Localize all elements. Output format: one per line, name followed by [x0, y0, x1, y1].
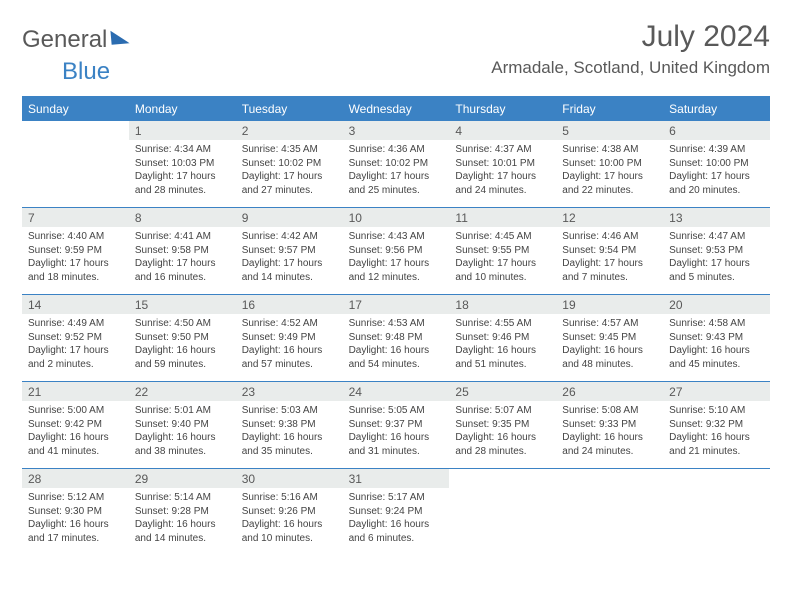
day-header-cell: Sunday [22, 98, 129, 120]
day-content: Sunrise: 4:34 AMSunset: 10:03 PMDaylight… [129, 140, 236, 207]
daynum-row: 78910111213 [22, 207, 770, 227]
day-header-cell: Monday [129, 98, 236, 120]
day-content: Sunrise: 5:17 AMSunset: 9:24 PMDaylight:… [343, 488, 450, 555]
day-number: 18 [449, 294, 556, 314]
day-number: 10 [343, 207, 450, 227]
day-number: 15 [129, 294, 236, 314]
day-number: 23 [236, 381, 343, 401]
day-number: 3 [343, 120, 450, 140]
day-header-row: SundayMondayTuesdayWednesdayThursdayFrid… [22, 98, 770, 120]
page-title: July 2024 [491, 20, 770, 54]
day-number: 17 [343, 294, 450, 314]
daynum-row: 123456 [22, 120, 770, 140]
day-number: 27 [663, 381, 770, 401]
day-content: Sunrise: 5:00 AMSunset: 9:42 PMDaylight:… [22, 401, 129, 468]
day-content: Sunrise: 4:38 AMSunset: 10:00 PMDaylight… [556, 140, 663, 207]
day-content: Sunrise: 4:40 AMSunset: 9:59 PMDaylight:… [22, 227, 129, 294]
logo-text-blue: Blue [62, 58, 110, 85]
day-content: Sunrise: 5:05 AMSunset: 9:37 PMDaylight:… [343, 401, 450, 468]
day-content: Sunrise: 4:41 AMSunset: 9:58 PMDaylight:… [129, 227, 236, 294]
day-content: Sunrise: 5:03 AMSunset: 9:38 PMDaylight:… [236, 401, 343, 468]
day-content: Sunrise: 4:46 AMSunset: 9:54 PMDaylight:… [556, 227, 663, 294]
day-content: Sunrise: 5:16 AMSunset: 9:26 PMDaylight:… [236, 488, 343, 555]
day-content: Sunrise: 4:52 AMSunset: 9:49 PMDaylight:… [236, 314, 343, 381]
content-row: Sunrise: 5:12 AMSunset: 9:30 PMDaylight:… [22, 488, 770, 555]
day-content: Sunrise: 4:35 AMSunset: 10:02 PMDaylight… [236, 140, 343, 207]
day-number: 20 [663, 294, 770, 314]
day-number: 30 [236, 468, 343, 488]
day-number: 4 [449, 120, 556, 140]
day-number: 28 [22, 468, 129, 488]
day-number: 11 [449, 207, 556, 227]
day-number: 16 [236, 294, 343, 314]
day-number: 2 [236, 120, 343, 140]
day-content: Sunrise: 4:43 AMSunset: 9:56 PMDaylight:… [343, 227, 450, 294]
day-number: 31 [343, 468, 450, 488]
day-content [449, 488, 556, 555]
day-number: 9 [236, 207, 343, 227]
day-number: 8 [129, 207, 236, 227]
day-number [22, 120, 129, 140]
day-content: Sunrise: 4:49 AMSunset: 9:52 PMDaylight:… [22, 314, 129, 381]
day-number: 13 [663, 207, 770, 227]
day-number: 7 [22, 207, 129, 227]
logo-text-general: General [22, 26, 107, 54]
logo-mark-icon [111, 29, 130, 45]
day-content: Sunrise: 4:53 AMSunset: 9:48 PMDaylight:… [343, 314, 450, 381]
content-row: Sunrise: 4:34 AMSunset: 10:03 PMDaylight… [22, 140, 770, 207]
day-header-cell: Tuesday [236, 98, 343, 120]
day-content [22, 140, 129, 207]
day-number: 14 [22, 294, 129, 314]
day-content: Sunrise: 5:08 AMSunset: 9:33 PMDaylight:… [556, 401, 663, 468]
logo-second-line: Blue [62, 58, 792, 86]
day-content: Sunrise: 4:36 AMSunset: 10:02 PMDaylight… [343, 140, 450, 207]
day-content: Sunrise: 4:58 AMSunset: 9:43 PMDaylight:… [663, 314, 770, 381]
logo: General [22, 26, 129, 54]
day-content: Sunrise: 4:57 AMSunset: 9:45 PMDaylight:… [556, 314, 663, 381]
daynum-row: 14151617181920 [22, 294, 770, 314]
daynum-row: 28293031 [22, 468, 770, 488]
day-content: Sunrise: 4:45 AMSunset: 9:55 PMDaylight:… [449, 227, 556, 294]
day-number: 22 [129, 381, 236, 401]
day-number: 21 [22, 381, 129, 401]
day-number: 24 [343, 381, 450, 401]
day-number: 25 [449, 381, 556, 401]
day-number: 26 [556, 381, 663, 401]
day-content: Sunrise: 4:50 AMSunset: 9:50 PMDaylight:… [129, 314, 236, 381]
day-number: 5 [556, 120, 663, 140]
day-number: 1 [129, 120, 236, 140]
day-content: Sunrise: 5:07 AMSunset: 9:35 PMDaylight:… [449, 401, 556, 468]
content-row: Sunrise: 5:00 AMSunset: 9:42 PMDaylight:… [22, 401, 770, 468]
content-row: Sunrise: 4:49 AMSunset: 9:52 PMDaylight:… [22, 314, 770, 381]
day-header-cell: Friday [556, 98, 663, 120]
day-content: Sunrise: 5:14 AMSunset: 9:28 PMDaylight:… [129, 488, 236, 555]
day-content: Sunrise: 4:37 AMSunset: 10:01 PMDaylight… [449, 140, 556, 207]
content-row: Sunrise: 4:40 AMSunset: 9:59 PMDaylight:… [22, 227, 770, 294]
day-number: 12 [556, 207, 663, 227]
day-content: Sunrise: 4:39 AMSunset: 10:00 PMDaylight… [663, 140, 770, 207]
day-number: 29 [129, 468, 236, 488]
day-header-cell: Saturday [663, 98, 770, 120]
day-content [663, 488, 770, 555]
day-content: Sunrise: 5:12 AMSunset: 9:30 PMDaylight:… [22, 488, 129, 555]
day-number [556, 468, 663, 488]
day-content: Sunrise: 4:55 AMSunset: 9:46 PMDaylight:… [449, 314, 556, 381]
day-number [663, 468, 770, 488]
calendar: SundayMondayTuesdayWednesdayThursdayFrid… [22, 96, 770, 555]
day-number: 6 [663, 120, 770, 140]
day-content: Sunrise: 5:10 AMSunset: 9:32 PMDaylight:… [663, 401, 770, 468]
day-content [556, 488, 663, 555]
day-number [449, 468, 556, 488]
day-header-cell: Wednesday [343, 98, 450, 120]
day-content: Sunrise: 4:47 AMSunset: 9:53 PMDaylight:… [663, 227, 770, 294]
day-content: Sunrise: 4:42 AMSunset: 9:57 PMDaylight:… [236, 227, 343, 294]
day-header-cell: Thursday [449, 98, 556, 120]
day-content: Sunrise: 5:01 AMSunset: 9:40 PMDaylight:… [129, 401, 236, 468]
day-number: 19 [556, 294, 663, 314]
daynum-row: 21222324252627 [22, 381, 770, 401]
